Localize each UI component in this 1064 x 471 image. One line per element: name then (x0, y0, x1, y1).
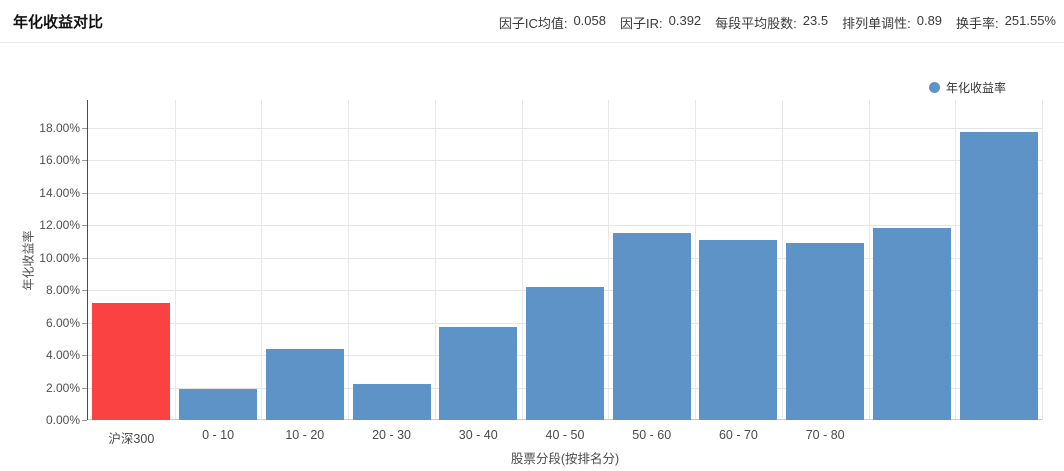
bar-70 - 80[interactable] (786, 242, 865, 420)
y-tick-mark (82, 257, 87, 259)
v-gridline (955, 100, 957, 420)
legend-label: 年化收益率 (945, 81, 1006, 95)
chart-title: 年化收益对比 (13, 14, 104, 31)
stat-label: 排列单调性: (842, 16, 911, 31)
v-gridline (434, 100, 436, 420)
v-gridline (695, 100, 697, 420)
h-gridline (88, 225, 1042, 227)
x-axis-title: 股票分段(按排名分) (510, 452, 620, 466)
y-tick-label: 8.00% (45, 283, 80, 298)
bar-segment-9[interactable] (872, 228, 951, 420)
x-tick-label: 10 - 20 (285, 428, 325, 442)
y-tick-label: 14.00% (39, 185, 80, 200)
bar-segment-10[interactable] (959, 132, 1038, 420)
stat-item: 因子IR: 0.392 (620, 13, 701, 32)
v-gridline (174, 100, 176, 420)
stat-item: 换手率: 251.55% (956, 13, 1056, 32)
stat-label: 因子IC均值: (498, 16, 568, 31)
h-gridline (88, 257, 1042, 259)
x-tick-label: 30 - 40 (458, 428, 498, 442)
y-tick-label: 12.00% (39, 218, 80, 233)
stat-value: 23.5 (802, 13, 829, 28)
v-gridline (521, 100, 523, 420)
stat-value: 0.89 (916, 13, 943, 28)
stat-value: 0.392 (668, 13, 702, 28)
y-tick-mark (82, 127, 87, 129)
y-tick-mark (82, 387, 87, 389)
y-tick-label: 4.00% (45, 348, 80, 363)
bar-30 - 40[interactable] (439, 327, 518, 420)
stat-label: 换手率: (956, 16, 999, 31)
bar-20 - 30[interactable] (352, 384, 431, 420)
x-tick-label: 50 - 60 (632, 428, 672, 442)
y-tick-mark (82, 420, 87, 421)
h-gridline (88, 192, 1042, 194)
v-gridline (781, 100, 783, 420)
x-tick-label: 0 - 10 (202, 428, 235, 442)
y-tick-mark (82, 355, 87, 357)
h-gridline (88, 127, 1042, 129)
h-gridline (88, 160, 1042, 162)
y-tick-mark (82, 225, 87, 227)
stat-item: 因子IC均值: 0.058 (499, 13, 606, 32)
x-tick-label: 20 - 30 (372, 428, 411, 442)
bar-沪深300[interactable] (92, 303, 171, 420)
y-tick-label: 16.00% (39, 153, 80, 168)
y-axis-line (87, 100, 88, 420)
v-gridline (868, 100, 870, 420)
y-tick-label: 18.00% (39, 120, 80, 135)
x-tick-label: 70 - 80 (805, 428, 845, 442)
bar-60 - 70[interactable] (699, 239, 778, 420)
y-tick-mark (82, 290, 87, 292)
stat-item: 每段平均股数: 23.5 (715, 13, 828, 32)
y-tick-mark (82, 160, 87, 162)
factor-stats: 因子IC均值: 0.058 因子IR: 0.392 每段平均股数: 23.5 排列单调性: 0… (499, 13, 1056, 32)
y-tick-label: 0.00% (45, 413, 80, 427)
v-gridline (261, 100, 263, 420)
bar-0 - 10[interactable] (179, 389, 258, 420)
x-tick-label: 沪深300 (108, 432, 155, 446)
y-tick-mark (82, 322, 87, 324)
header-divider (0, 42, 1064, 43)
x-tick-label: 40 - 50 (545, 428, 585, 442)
y-tick-label: 10.00% (39, 250, 80, 265)
stat-value: 0.058 (573, 13, 606, 28)
y-tick-mark (82, 192, 87, 194)
y-tick-label: 2.00% (45, 380, 80, 395)
v-gridline (608, 100, 610, 420)
bar-40 - 50[interactable] (525, 286, 605, 420)
stat-value: 251.55% (1004, 13, 1056, 28)
plot-area: 0.00% 2.00% 4.00% 6.00% 8.00% 10.00% 12.00% 14.… (39, 100, 1043, 446)
stat-item: 排列单调性: 0.89 (842, 13, 942, 32)
legend-marker-icon (928, 82, 940, 93)
stat-label: 每段平均股数: (715, 16, 797, 31)
v-gridline (1042, 100, 1043, 420)
bar-10 - 20[interactable] (265, 348, 344, 420)
bar-50 - 60[interactable] (612, 233, 691, 420)
legend-item[interactable]: 年化收益率 (928, 79, 1006, 96)
y-tick-label: 6.00% (45, 315, 80, 330)
x-tick-label: 60 - 70 (718, 428, 758, 442)
v-gridline (348, 100, 350, 420)
stat-label: 因子IR: (620, 16, 663, 31)
